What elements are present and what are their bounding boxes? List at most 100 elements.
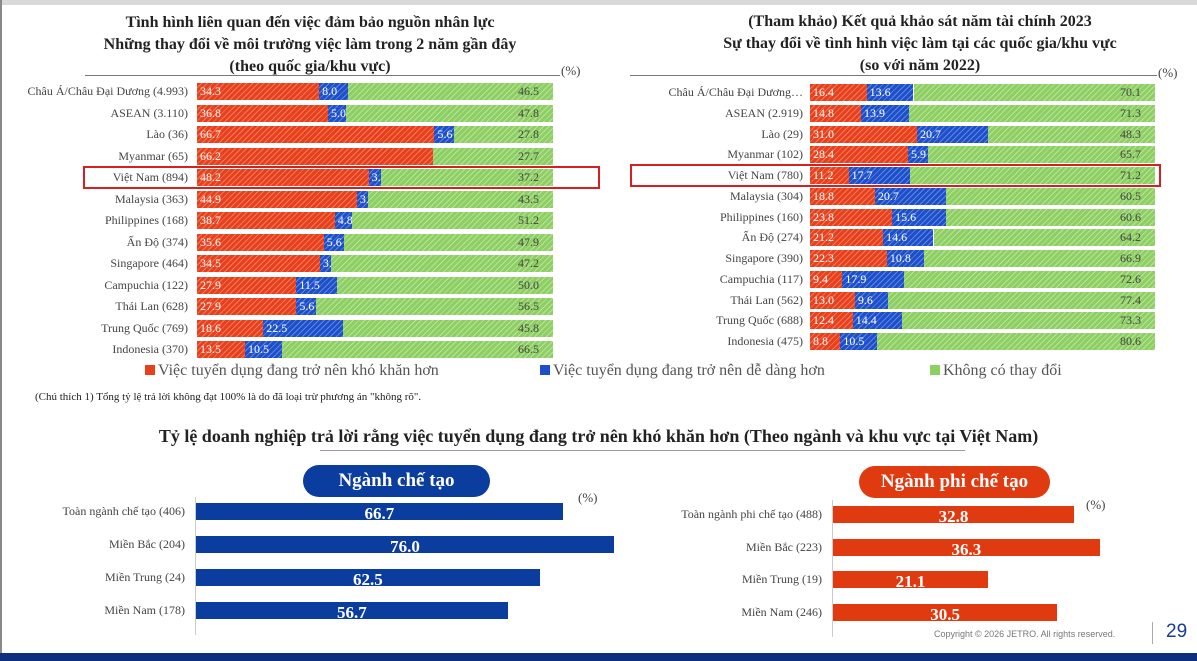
bar-segment-easy: 20.7	[916, 125, 989, 143]
bar-segment-nochange: 27.8	[454, 126, 553, 143]
row-label: Miền Trung (24)	[104, 570, 185, 584]
row-label: Ấn Độ (374)	[126, 234, 188, 249]
manufacturing-unit: (%)	[578, 490, 598, 505]
axis-line	[832, 500, 833, 637]
bar-segment-nochange: 72.6	[904, 270, 1155, 288]
bar-segment-hard: 66.7	[197, 126, 435, 143]
row-label: Miền Bắc (204)	[109, 537, 185, 551]
bar-segment-easy: 5.6	[434, 126, 455, 143]
legend-swatch-nochange	[930, 365, 940, 375]
bar-segment-easy: 5.6	[296, 298, 317, 315]
left-title-line-3: (theo quốc gia/khu vực)	[229, 58, 391, 75]
row-label: Thái Lan (562)	[730, 292, 803, 307]
bar-segment-hard: 44.9	[197, 190, 357, 208]
bar: 76.0	[196, 536, 614, 553]
bar-segment-hard: 28.4	[810, 146, 908, 164]
left-title-line-1: Tình hình liên quan đến việc đảm bảo ngu…	[125, 14, 495, 31]
bar-segment-nochange: 37.2	[381, 169, 553, 186]
bar-segment-easy: 17.9	[842, 270, 905, 288]
right-title-line-1: (Tham khảo) Kết quả khảo sát năm tài chí…	[748, 13, 1092, 30]
bar-segment-easy: 15.6	[892, 208, 946, 226]
bar-segment-hard: 16.4	[810, 84, 867, 101]
bar-segment-nochange: 64.2	[933, 229, 1155, 247]
bar-segment-easy: 13.6	[866, 84, 914, 101]
row-label: Lào (36)	[146, 127, 188, 141]
bar-segment-nochange: 71.2	[909, 167, 1155, 184]
bar-segment-easy: 10.8	[886, 250, 925, 267]
bar-segment-easy: 13.9	[861, 104, 909, 122]
legend-swatch-hard	[145, 365, 155, 375]
row-label: Miền Trung (19)	[741, 572, 822, 587]
row-label: Toàn ngành phi chế tạo (488)	[681, 507, 822, 521]
row-label: Myanmar (102)	[727, 147, 803, 162]
row-label: Miền Nam (246)	[741, 605, 822, 620]
bar-segment-nochange: 73.3	[902, 312, 1155, 330]
bar: 66.7	[196, 503, 563, 520]
bar-segment-easy: 4.8	[334, 212, 353, 229]
bar-segment-hard: 66.2	[197, 147, 433, 165]
bar-segment-easy: 10.5	[245, 341, 283, 358]
bar-segment-nochange: 50.0	[337, 276, 553, 294]
bottom-band	[0, 653, 1197, 661]
bar-segment-easy: 14.6	[883, 229, 934, 247]
row-label: Philippines (160)	[720, 209, 803, 224]
row-label: Campuchia (122)	[104, 277, 188, 292]
bar-segment-nochange: 47.9	[343, 233, 553, 251]
highlight-box	[630, 164, 1161, 187]
bar-segment-easy: 17.7	[848, 167, 910, 184]
row-label: Malaysia (304)	[730, 188, 803, 203]
row-label: Philippines (168)	[105, 213, 188, 227]
row-label: ASEAN (2.919)	[725, 105, 803, 120]
bar-segment-hard: 27.9	[197, 298, 297, 315]
row-label: Trung Quốc (688)	[716, 313, 803, 328]
bar-segment-nochange: 27.7	[432, 147, 553, 165]
page-number: 29	[1166, 621, 1188, 642]
bar-segment-nochange: 47.8	[345, 104, 553, 122]
legend-label-easy: Việc tuyển dụng đang trở nên dễ dàng hơn	[553, 362, 825, 379]
bar: 32.8	[833, 506, 1075, 523]
copyright: Copyright © 2026 JETRO. All rights reser…	[934, 629, 1116, 639]
bar-segment-easy: 3.2	[319, 255, 338, 272]
bar-segment-nochange: 80.6	[876, 333, 1155, 350]
legend-swatch-easy	[540, 365, 550, 375]
row-label: Singapore (390)	[725, 251, 803, 265]
row-label: Trung Quốc (769)	[101, 320, 188, 335]
bar-segment-easy: 3.0	[356, 190, 375, 208]
bar-segment-nochange: 48.3	[988, 125, 1155, 143]
bar-segment-hard: 21.2	[810, 229, 884, 247]
bar-segment-hard: 35.6	[197, 233, 324, 251]
row-label: Miền Bắc (223)	[746, 539, 822, 554]
bar-segment-nochange: 60.5	[946, 187, 1155, 205]
bar-segment-nochange: 66.9	[924, 250, 1155, 267]
left-edge	[0, 0, 2, 661]
bar: 30.5	[833, 604, 1058, 622]
left-chart-title: Tình hình liên quan đến việc đảm bảo ngu…	[60, 12, 560, 78]
bar-segment-hard: 11.2	[810, 167, 849, 184]
bar: 62.5	[196, 569, 540, 586]
bar-segment-hard: 8.8	[810, 333, 841, 350]
row-label: Châu Á/Châu Đại Dương…	[668, 85, 803, 99]
bar-segment-nochange: 46.5	[347, 83, 553, 100]
row-label: Myanmar (65)	[118, 148, 188, 163]
legend-item-hard: Việc tuyển dụng đang trở nên khó khăn hơ…	[145, 362, 439, 380]
right-chart-title: (Tham khảo) Kết quả khảo sát năm tài chí…	[670, 11, 1170, 77]
row-label: Việt Nam (894)	[112, 170, 188, 184]
right-title-rule	[630, 75, 1157, 76]
bar-segment-easy: 5.0	[328, 104, 346, 122]
bar-segment-hard: 31.0	[810, 125, 917, 143]
bar-segment-easy: 5.6	[323, 233, 344, 251]
bar-segment-easy: 11.5	[296, 276, 338, 294]
bar-segment-nochange: 60.6	[945, 208, 1155, 226]
bar-segment-easy: 9.6	[854, 291, 888, 309]
legend-label-hard: Việc tuyển dụng đang trở nên khó khăn hơ…	[158, 362, 439, 379]
bar-segment-nochange: 77.4	[887, 291, 1155, 309]
non-manufacturing-unit: (%)	[1086, 497, 1106, 512]
footnote: (Chú thích 1) Tổng tỷ lệ trả lời không đ…	[35, 391, 422, 403]
right-unit: (%)	[1158, 65, 1178, 80]
highlight-box	[83, 166, 600, 189]
bar-segment-nochange: 45.8	[343, 319, 553, 337]
right-title-line-2: Sự thay đổi về tình hình việc làm tại cá…	[723, 35, 1117, 52]
bar-segment-nochange: 43.5	[367, 190, 553, 208]
legend-label-nochange: Không có thay đổi	[943, 362, 1062, 379]
